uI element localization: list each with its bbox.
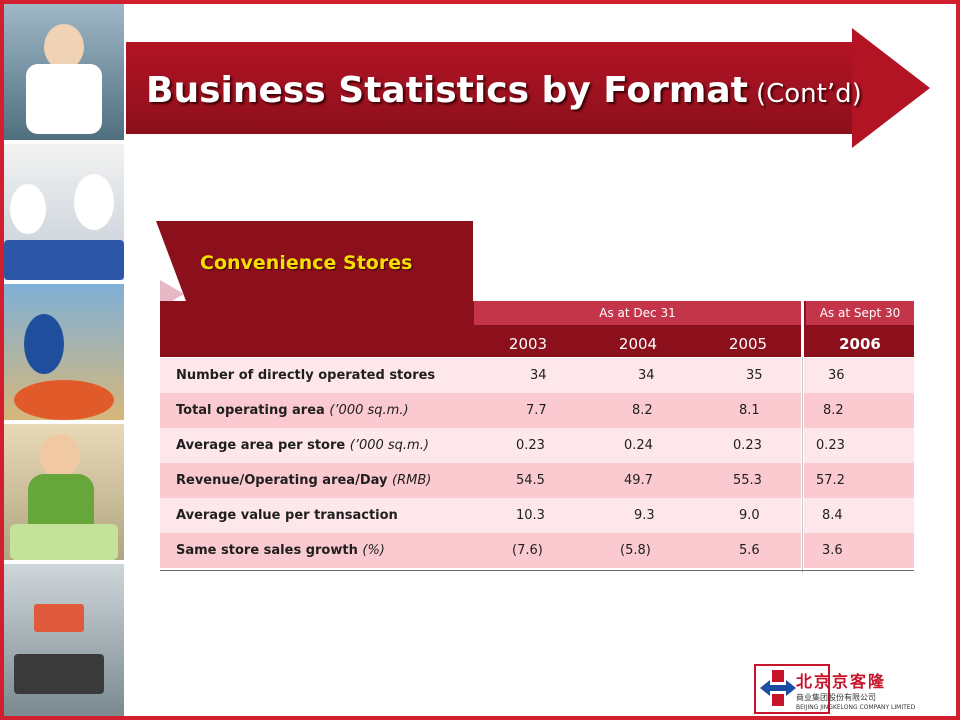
cell-2004: (5.8) [620, 543, 651, 558]
table-row: Average value per transaction 10.3 9.3 9… [160, 498, 914, 533]
cell-2004: 0.24 [624, 438, 653, 453]
cell-2003: 0.23 [516, 438, 545, 453]
cell-2005: 5.6 [739, 543, 760, 558]
cell-2003: (7.6) [512, 543, 543, 558]
row-label: Same store sales growth (%) [176, 533, 385, 568]
table-row: Revenue/Operating area/Day (RMB) 54.5 49… [160, 463, 914, 498]
photo-food-processing [4, 144, 124, 284]
photo-checkout-card [4, 564, 124, 716]
year-header-2003: 2003 [508, 335, 548, 353]
photo-fishmonger [4, 4, 124, 144]
year-header-2005: 2005 [728, 335, 768, 353]
cell-2006: 8.4 [822, 508, 843, 523]
section-header [156, 221, 473, 301]
cell-2003: 54.5 [516, 473, 545, 488]
cell-2004: 49.7 [624, 473, 653, 488]
title-suffix: (Cont’d) [755, 79, 862, 109]
cell-2006: 57.2 [816, 473, 845, 488]
row-label-text: Total operating area [176, 403, 325, 418]
slide: Business Statistics by Format (Cont’d) Co… [4, 4, 956, 716]
row-label-text: Number of directly operated stores [176, 368, 436, 383]
logo-english-name: BEIJING JINGKELONG COMPANY LIMITED [796, 704, 916, 711]
cell-2005: 8.1 [739, 403, 760, 418]
row-label-unit: (’000 sq.m.) [329, 403, 409, 418]
table-row: Total operating area (’000 sq.m.) 7.7 8.… [160, 393, 914, 428]
cell-2005: 0.23 [733, 438, 762, 453]
year-header-2004: 2004 [618, 335, 658, 353]
cell-2003: 10.3 [516, 508, 545, 523]
table-row: Average area per store (’000 sq.m.) 0.23… [160, 428, 914, 463]
year-header-2006: 2006 [839, 335, 881, 353]
cell-2004: 9.3 [634, 508, 655, 523]
row-label-unit: (%) [362, 543, 385, 558]
row-label: Total operating area (’000 sq.m.) [176, 393, 409, 428]
title-main: Business Statistics by Format [146, 70, 748, 111]
company-logo-icon [754, 664, 830, 714]
row-label-text: Revenue/Operating area/Day [176, 473, 388, 488]
cell-2006: 36 [828, 368, 845, 383]
row-label-unit: (RMB) [392, 473, 432, 488]
row-label-text: Average area per store [176, 438, 346, 453]
cell-2004: 8.2 [632, 403, 653, 418]
photo-strip [4, 4, 124, 716]
cell-2003: 34 [530, 368, 547, 383]
section-label: Convenience Stores [200, 252, 413, 274]
cell-2006: 8.2 [823, 403, 844, 418]
cell-2005: 55.3 [733, 473, 762, 488]
row-label: Revenue/Operating area/Day (RMB) [176, 463, 431, 498]
cell-2005: 35 [746, 368, 763, 383]
group-header-dec: As at Dec 31 [474, 301, 801, 325]
row-label: Number of directly operated stores [176, 358, 435, 393]
page-title: Business Statistics by Format (Cont’d) [146, 70, 862, 111]
row-label: Average area per store (’000 sq.m.) [176, 428, 429, 463]
column-separator-rule [802, 357, 803, 573]
cell-2006: 0.23 [816, 438, 845, 453]
row-label: Average value per transaction [176, 498, 398, 533]
row-label-text: Average value per transaction [176, 508, 398, 523]
logo-chinese-name: 北京京客隆 [796, 672, 887, 691]
page-number: 26 [932, 690, 950, 706]
row-label-text: Same store sales growth [176, 543, 358, 558]
cell-2006: 3.6 [822, 543, 843, 558]
photo-shopper-cart [4, 424, 124, 564]
group-header-sept: As at Sept 30 [806, 301, 914, 325]
cell-2005: 9.0 [739, 508, 760, 523]
table-row: Number of directly operated stores 34 34… [160, 358, 914, 393]
table-bottom-rule [160, 570, 914, 571]
table-row: Same store sales growth (%) (7.6) (5.8) … [160, 533, 914, 568]
row-label-unit: (’000 sq.m.) [349, 438, 429, 453]
title-banner [126, 42, 854, 134]
logo-chinese-subtitle: 商业集团股份有限公司 [796, 693, 876, 702]
photo-fruit-display [4, 284, 124, 424]
cell-2004: 34 [638, 368, 655, 383]
cell-2003: 7.7 [526, 403, 547, 418]
title-arrow [852, 28, 930, 148]
